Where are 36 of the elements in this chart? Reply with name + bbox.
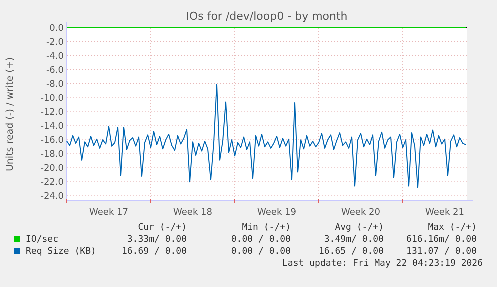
text: 3.33m/ 0.00: [127, 235, 187, 245]
y-tick-label: -4.0: [46, 52, 64, 62]
y-tick-label: -18.0: [40, 150, 64, 160]
y-tick-label: -20.0: [40, 164, 64, 174]
chart-title: IOs for /dev/loop0 - by month: [186, 10, 348, 23]
text: 0.00 / 0.00: [231, 247, 291, 257]
y-tick-label: -6.0: [46, 66, 64, 76]
line-series: [66, 84, 466, 188]
text: 16.65 / 0.00: [318, 247, 384, 257]
legend-label: IO/sec: [26, 235, 59, 245]
x-tick-label: Week 18: [174, 208, 213, 218]
x-tick-label: Week 20: [342, 208, 381, 218]
text: 3.49m/ 0.00: [324, 235, 384, 245]
y-tick-label: -10.0: [40, 94, 64, 104]
y-tick-label: -22.0: [40, 178, 64, 188]
text: 0.00 / 0.00: [231, 235, 291, 245]
y-tick-label: -24.0: [40, 192, 64, 202]
text: Min (-/+): [242, 223, 291, 233]
x-tick-label: Week 21: [426, 208, 464, 218]
y-tick-label: -16.0: [40, 136, 64, 146]
x-tick-label: Week 19: [258, 208, 297, 218]
y-tick-label: 0.0: [50, 24, 64, 34]
y-tick-label: -14.0: [40, 122, 64, 132]
text: 16.69 / 0.00: [122, 247, 187, 257]
text: Max (-/+): [428, 223, 477, 233]
text: Cur (-/+): [138, 223, 187, 233]
text: Last update: Fri May 22 04:23:19 2026: [282, 259, 483, 269]
y-tick-label: -2.0: [46, 38, 64, 48]
text: 131.07 / 0.00: [406, 247, 477, 257]
text: Avg (-/+): [335, 223, 384, 233]
x-tick-label: Week 17: [90, 208, 128, 218]
y-axis-title: Units read (-) / write (+): [5, 57, 16, 172]
y-tick-label: -8.0: [46, 80, 64, 90]
text: 616.16m/ 0.00: [406, 235, 477, 245]
legend-label: Req Size (KB): [26, 247, 96, 257]
y-tick-label: -12.0: [40, 108, 64, 118]
